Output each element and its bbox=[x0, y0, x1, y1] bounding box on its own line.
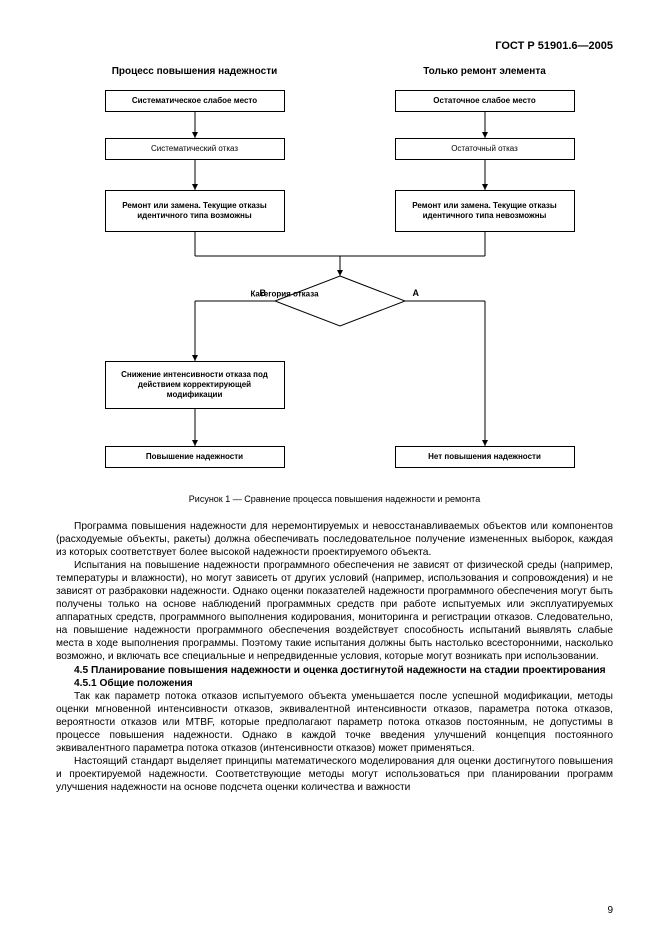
right-box-result: Нет повышения надежности bbox=[395, 446, 575, 468]
label-a: A bbox=[413, 288, 420, 298]
right-column-title: Только ремонт элемента bbox=[385, 66, 585, 77]
left-box-weak-point: Систематическое слабое место bbox=[105, 90, 285, 112]
section-4-5-1-title: 4.5.1 Общие положения bbox=[56, 677, 613, 690]
figure-caption: Рисунок 1 — Сравнение процесса повышения… bbox=[56, 494, 613, 504]
label-b: B bbox=[260, 288, 267, 298]
left-box-correction: Снижение интенсивности отказа под действ… bbox=[105, 361, 285, 409]
section-4-5-title: 4.5 Планирование повышения надежности и … bbox=[56, 664, 613, 677]
left-column-title: Процесс повышения надежности bbox=[95, 66, 295, 77]
flowchart-arrows bbox=[75, 66, 595, 486]
left-box-repair: Ремонт или замена. Текущие отказы иденти… bbox=[105, 190, 285, 232]
flowchart: Процесс повышения надежности Только ремо… bbox=[75, 66, 595, 486]
paragraph-4: Настоящий стандарт выделяет принципы мат… bbox=[56, 755, 613, 794]
paragraph-1: Программа повышения надежности для нерем… bbox=[56, 520, 613, 559]
body-text: Программа повышения надежности для нерем… bbox=[56, 520, 613, 794]
right-box-repair: Ремонт или замена. Текущие отказы иденти… bbox=[395, 190, 575, 232]
paragraph-2: Испытания на повышение надежности програ… bbox=[56, 559, 613, 663]
left-box-result: Повышение надежности bbox=[105, 446, 285, 468]
right-box-weak-point: Остаточное слабое место bbox=[395, 90, 575, 112]
left-box-failure: Систематический отказ bbox=[105, 138, 285, 160]
diamond-shape bbox=[75, 66, 595, 486]
page-number: 9 bbox=[607, 905, 613, 916]
right-box-failure: Остаточный отказ bbox=[395, 138, 575, 160]
document-id: ГОСТ Р 51901.6—2005 bbox=[56, 40, 613, 52]
decision-label: Категория отказа bbox=[230, 290, 340, 299]
paragraph-3: Так как параметр потока отказов испытуем… bbox=[56, 690, 613, 755]
